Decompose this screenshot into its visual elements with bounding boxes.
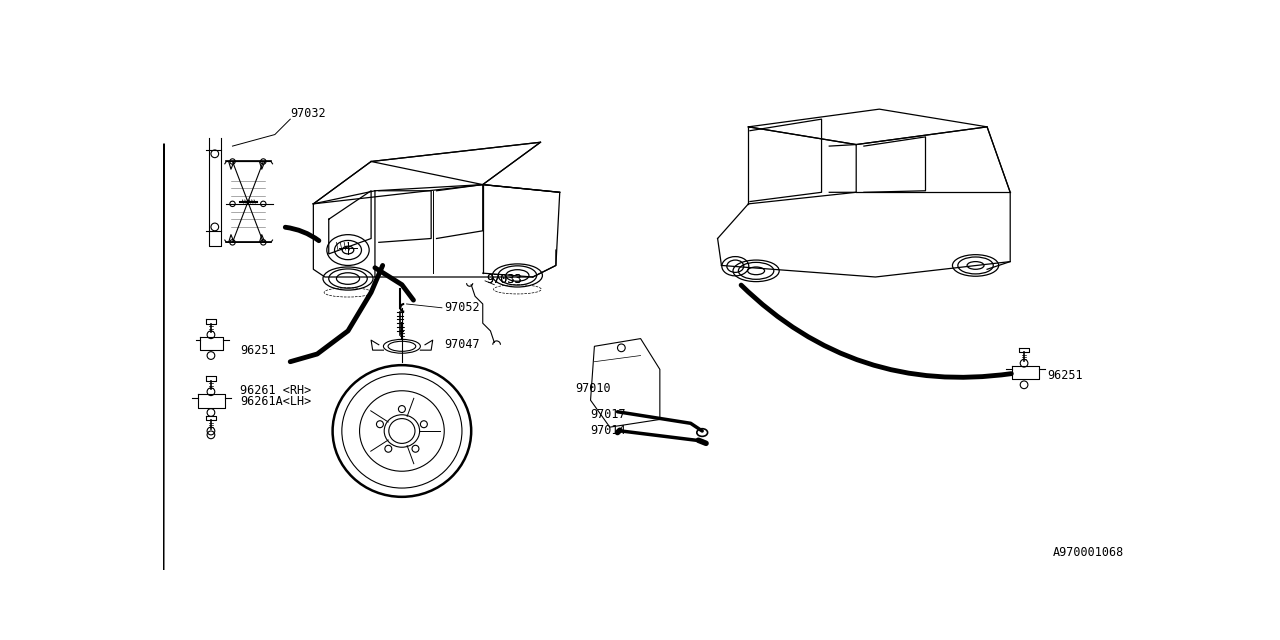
Text: 96261A<LH>: 96261A<LH> xyxy=(241,396,311,408)
Text: 97032: 97032 xyxy=(291,108,326,120)
Text: 96251: 96251 xyxy=(1047,369,1083,382)
Text: 97033: 97033 xyxy=(486,273,522,286)
Text: 97014: 97014 xyxy=(590,424,626,438)
Text: 97052: 97052 xyxy=(444,301,480,314)
Text: 97010: 97010 xyxy=(575,382,611,395)
Text: A970001068: A970001068 xyxy=(1052,546,1124,559)
Text: 96251: 96251 xyxy=(241,344,275,356)
Text: 96261 <RH>: 96261 <RH> xyxy=(241,385,311,397)
Text: 97047: 97047 xyxy=(444,339,480,351)
Text: 97017: 97017 xyxy=(590,408,626,420)
Text: 97033: 97033 xyxy=(486,273,522,286)
